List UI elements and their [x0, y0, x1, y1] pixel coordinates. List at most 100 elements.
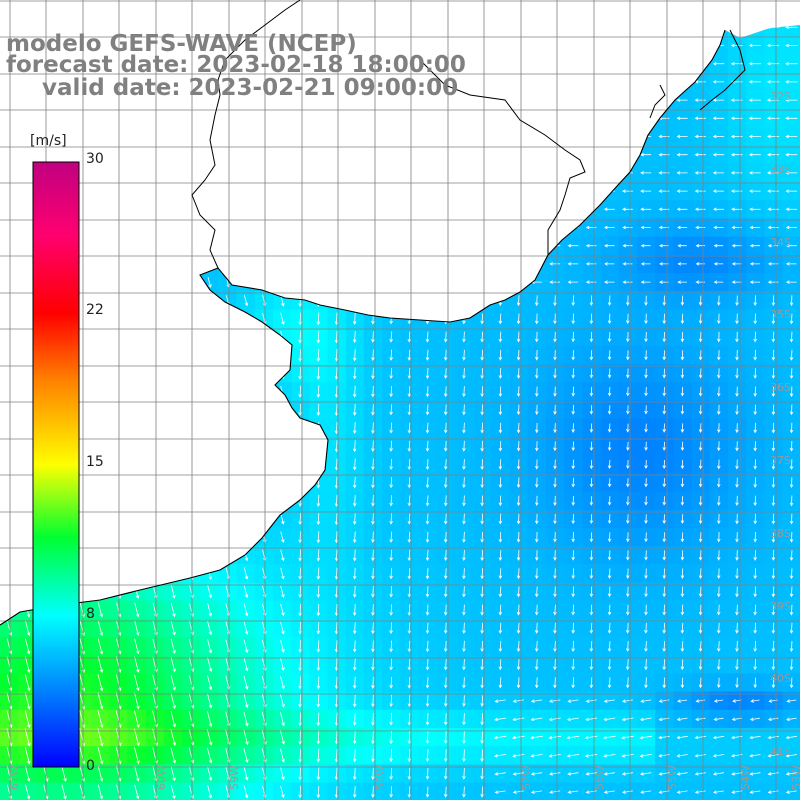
- wind-arrow: [25, 530, 30, 544]
- wind-arrow: [680, 313, 685, 325]
- wind-arrow: [644, 331, 648, 343]
- lat-label: 36S: [770, 381, 791, 394]
- wind-arrow: [371, 730, 375, 745]
- field-cell: [436, 254, 456, 274]
- field-cell: [236, 473, 256, 492]
- wind-arrow: [316, 730, 321, 745]
- wind-arrow: [567, 790, 579, 794]
- wind-arrow: [713, 790, 724, 794]
- wind-arrow: [407, 767, 412, 780]
- wind-arrow: [134, 747, 140, 765]
- wind-arrow: [717, 513, 721, 525]
- wind-arrow: [662, 331, 666, 343]
- wind-arrow: [80, 240, 85, 252]
- field-cell: [618, 127, 638, 147]
- wind-arrow: [626, 586, 630, 598]
- field-cell: [145, 182, 165, 201]
- field-cell: [164, 0, 183, 19]
- field-cell: [182, 236, 201, 256]
- wind-arrow: [316, 676, 321, 690]
- field-cell: [637, 25, 656, 37]
- field-cell: [528, 0, 547, 19]
- wind-arrow: [694, 134, 706, 139]
- wind-arrow: [279, 730, 285, 745]
- field-cell: [291, 218, 310, 238]
- field-cell: [145, 218, 165, 238]
- wind-arrow: [644, 604, 648, 616]
- wind-arrow: [516, 513, 521, 525]
- wind-arrow: [698, 677, 703, 689]
- field-cell: [455, 254, 474, 274]
- field-cell: [273, 491, 292, 511]
- wind-arrow: [680, 423, 685, 433]
- wind-arrow: [407, 386, 412, 398]
- field-cell: [127, 127, 147, 147]
- wind-arrow: [498, 531, 503, 543]
- field-cell: [163, 200, 183, 219]
- wind-arrow: [717, 313, 721, 325]
- wind-arrow: [621, 98, 633, 102]
- wind-arrow: [298, 549, 302, 562]
- wind-arrow: [625, 659, 630, 671]
- wind-arrow: [753, 513, 757, 525]
- wind-arrow: [623, 8, 633, 11]
- wind-arrow: [389, 440, 393, 452]
- field-cell: [673, 0, 692, 19]
- wind-arrow: [7, 404, 12, 416]
- wind-arrow: [735, 313, 739, 325]
- valid-date: valid date: 2023-02-21 09:00:00: [42, 75, 459, 101]
- wind-arrow: [640, 772, 652, 776]
- field-cell: [91, 564, 110, 583]
- wind-arrow: [603, 772, 615, 776]
- wind-arrow: [25, 386, 30, 398]
- field-cell: [218, 254, 238, 274]
- wind-arrow: [498, 313, 503, 325]
- field-cell: [691, 25, 711, 37]
- wind-arrow: [603, 790, 615, 794]
- wind-arrow: [644, 478, 648, 488]
- wind-arrow: [280, 222, 285, 234]
- wind-arrow: [407, 730, 412, 745]
- field-cell: [455, 182, 474, 201]
- field-cell: [200, 327, 219, 347]
- wind-arrow: [621, 61, 633, 66]
- wind-arrow: [535, 531, 539, 543]
- wind-arrow: [604, 262, 615, 266]
- field-cell: [236, 418, 256, 438]
- wind-arrow: [189, 240, 194, 252]
- wind-arrow: [280, 167, 285, 179]
- wind-arrow: [316, 767, 321, 781]
- wind-arrow: [262, 349, 267, 362]
- wind-arrow: [644, 313, 648, 325]
- field-cell: [273, 345, 292, 365]
- wind-arrow: [25, 548, 30, 563]
- wind-arrow: [585, 243, 597, 248]
- wind-arrow: [749, 207, 761, 212]
- wind-arrow: [134, 331, 139, 343]
- field-cell: [527, 109, 547, 128]
- field-cell: [491, 0, 510, 19]
- wind-arrow: [480, 786, 484, 798]
- field-cell: [0, 236, 19, 256]
- lon-label: 56W: [593, 765, 606, 790]
- wind-arrow: [443, 149, 448, 161]
- wind-arrow: [658, 171, 670, 175]
- field-cell: [345, 145, 365, 165]
- wind-arrow: [553, 532, 557, 543]
- wind-arrow: [262, 477, 267, 489]
- wind-arrow: [443, 604, 448, 616]
- wind-arrow: [334, 440, 339, 453]
- field-cell: [91, 418, 110, 438]
- wind-arrow: [80, 186, 85, 197]
- wind-arrow: [316, 258, 321, 271]
- field-cell: [200, 236, 219, 256]
- field-cell: [418, 25, 438, 37]
- field-cell: [0, 145, 19, 165]
- field-cell: [182, 273, 201, 292]
- wind-arrow: [771, 550, 776, 561]
- wind-arrow: [7, 149, 12, 161]
- wind-arrow: [425, 495, 430, 507]
- wind-arrow: [97, 638, 104, 655]
- wind-arrow: [7, 530, 12, 544]
- wind-arrow: [98, 131, 103, 143]
